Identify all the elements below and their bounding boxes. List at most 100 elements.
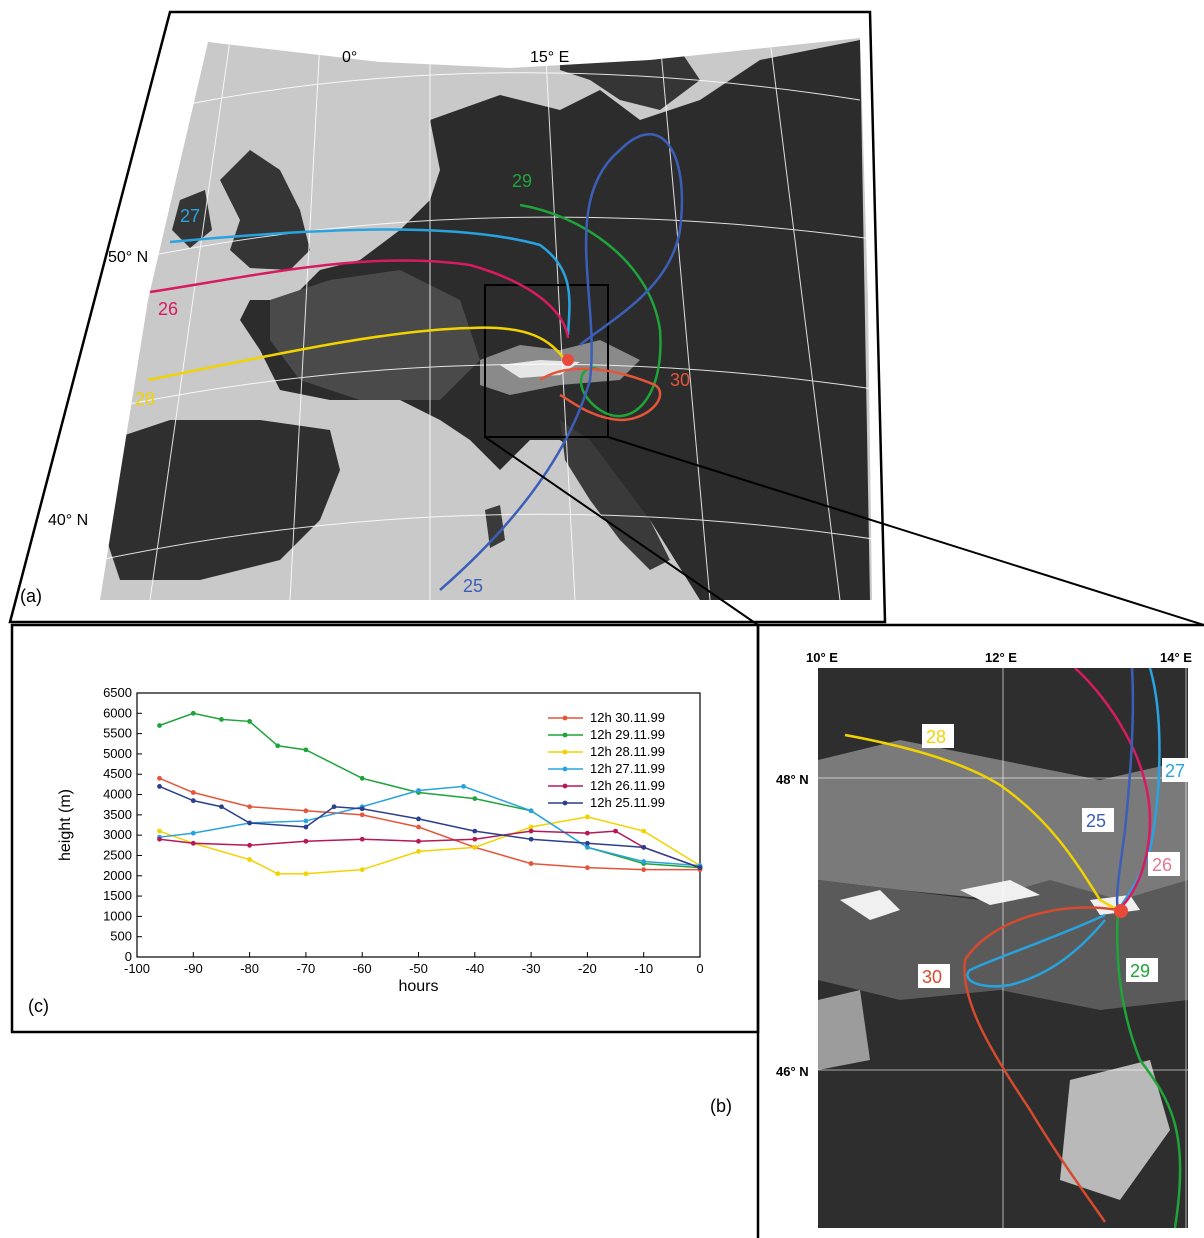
series-line	[159, 830, 701, 869]
data-point	[359, 806, 365, 812]
y-axis-label: height (m)	[57, 789, 74, 861]
series-4	[157, 784, 703, 869]
data-point	[190, 790, 196, 795]
data-point	[585, 830, 590, 836]
data-point	[416, 849, 421, 854]
legend-marker	[562, 732, 568, 738]
trajectory-30	[539, 367, 662, 422]
data-point	[585, 814, 590, 820]
x-tick-label: -10	[634, 961, 653, 976]
chart-series	[157, 710, 703, 877]
b-traj-label-25: 25	[1086, 811, 1106, 831]
x-tick-label: -80	[240, 961, 259, 976]
x-tick-label: 0	[696, 961, 703, 976]
legend-label: 12h 30.11.99	[590, 710, 665, 725]
data-point	[247, 842, 253, 848]
lat-label-40n: 40° N	[48, 512, 88, 529]
chart-legend: 12h 30.11.99 12h 29.11.99 12h 28.11.99 12h …	[548, 710, 665, 810]
trajectory-27	[169, 228, 571, 336]
data-point	[247, 820, 253, 826]
data-point	[416, 838, 421, 844]
data-point	[585, 865, 590, 871]
continent-land	[240, 40, 870, 600]
y-tick-label: 1000	[103, 908, 132, 923]
data-point	[641, 859, 647, 864]
x-tick-label: -20	[578, 961, 597, 976]
data-point	[303, 818, 309, 824]
data-point	[613, 828, 618, 834]
traj-b-27	[1116, 668, 1161, 911]
trajectory-25	[439, 133, 684, 591]
inset-connectors	[484, 436, 1204, 626]
b-traj-label-29: 29	[1130, 961, 1150, 981]
trajectories-b	[844, 668, 1182, 1228]
arrival-point-a	[562, 354, 574, 366]
chart-axes: -100 -90 -80 -70 -60 -50 -40 -30 -20 -10 005001000…	[103, 685, 704, 976]
y-tick-label: 6000	[103, 705, 132, 720]
traj-label-26: 26	[158, 299, 178, 319]
y-tick-label: 2000	[103, 868, 132, 883]
traj-label-29: 29	[512, 171, 532, 191]
trajectory-28	[147, 326, 566, 382]
traj-b-25	[1115, 668, 1135, 911]
legend-label: 12h 25.11.99	[590, 795, 665, 810]
data-point	[157, 775, 162, 781]
data-point	[641, 844, 647, 850]
adriatic-sea	[1060, 1060, 1170, 1200]
y-tick-label: 500	[110, 929, 132, 944]
x-tick-label: -70	[297, 961, 316, 976]
data-point	[359, 867, 365, 873]
data-point	[157, 836, 162, 842]
data-point	[416, 816, 421, 822]
b-traj-labels: 28 27 25 26 30 29	[918, 724, 1194, 988]
panel-a-label: (a)	[20, 586, 42, 606]
b-traj-label-30: 30	[922, 967, 942, 987]
y-tick-label: 1500	[103, 888, 132, 903]
legend-marker	[562, 800, 568, 806]
data-point	[528, 808, 534, 814]
legend-marker	[562, 715, 568, 721]
graticule	[100, 39, 872, 600]
data-point	[275, 743, 281, 749]
traj-b-27-loop	[966, 913, 1106, 988]
traj-b-29	[1115, 909, 1182, 1228]
y-tick-label: 5000	[103, 746, 132, 761]
data-point	[641, 867, 647, 873]
y-tick-label: 2500	[103, 847, 132, 862]
x-tick-label: -60	[353, 961, 372, 976]
data-point	[641, 828, 647, 834]
data-point	[697, 865, 703, 871]
data-point	[416, 824, 421, 830]
x-tick-label: -50	[409, 961, 428, 976]
y-tick-label: 3500	[103, 807, 132, 822]
data-point	[303, 747, 309, 753]
traj-b-30	[963, 906, 1119, 1223]
traj-b-28	[844, 733, 1119, 912]
data-point	[219, 717, 224, 722]
b-traj-label-26: 26	[1152, 855, 1172, 875]
data-point	[528, 828, 534, 834]
lon-label-0: 0°	[342, 49, 357, 66]
panel-b: 10° E 12° E 14° E 48° N 46° N (b) 28 27 …	[710, 650, 1194, 1228]
lon-label-15e: 15° E	[530, 49, 569, 66]
data-point	[331, 804, 337, 810]
data-point	[275, 871, 281, 877]
data-point	[528, 824, 534, 830]
data-point	[247, 719, 253, 724]
x-tick-label: -90	[184, 961, 203, 976]
data-point	[472, 836, 478, 842]
data-point	[528, 861, 534, 866]
data-point	[303, 838, 309, 844]
b-lon-label-14e: 14° E	[1160, 650, 1192, 665]
data-point	[359, 836, 365, 842]
data-point	[359, 775, 365, 781]
series-line	[159, 816, 701, 875]
b-traj-label-27: 27	[1165, 761, 1185, 781]
italy-land	[560, 420, 670, 570]
x-axis-label: hours	[398, 978, 438, 995]
data-point	[247, 857, 253, 862]
data-point	[219, 804, 224, 810]
data-point	[416, 788, 421, 793]
data-point	[461, 784, 466, 789]
inset-box	[484, 284, 609, 438]
